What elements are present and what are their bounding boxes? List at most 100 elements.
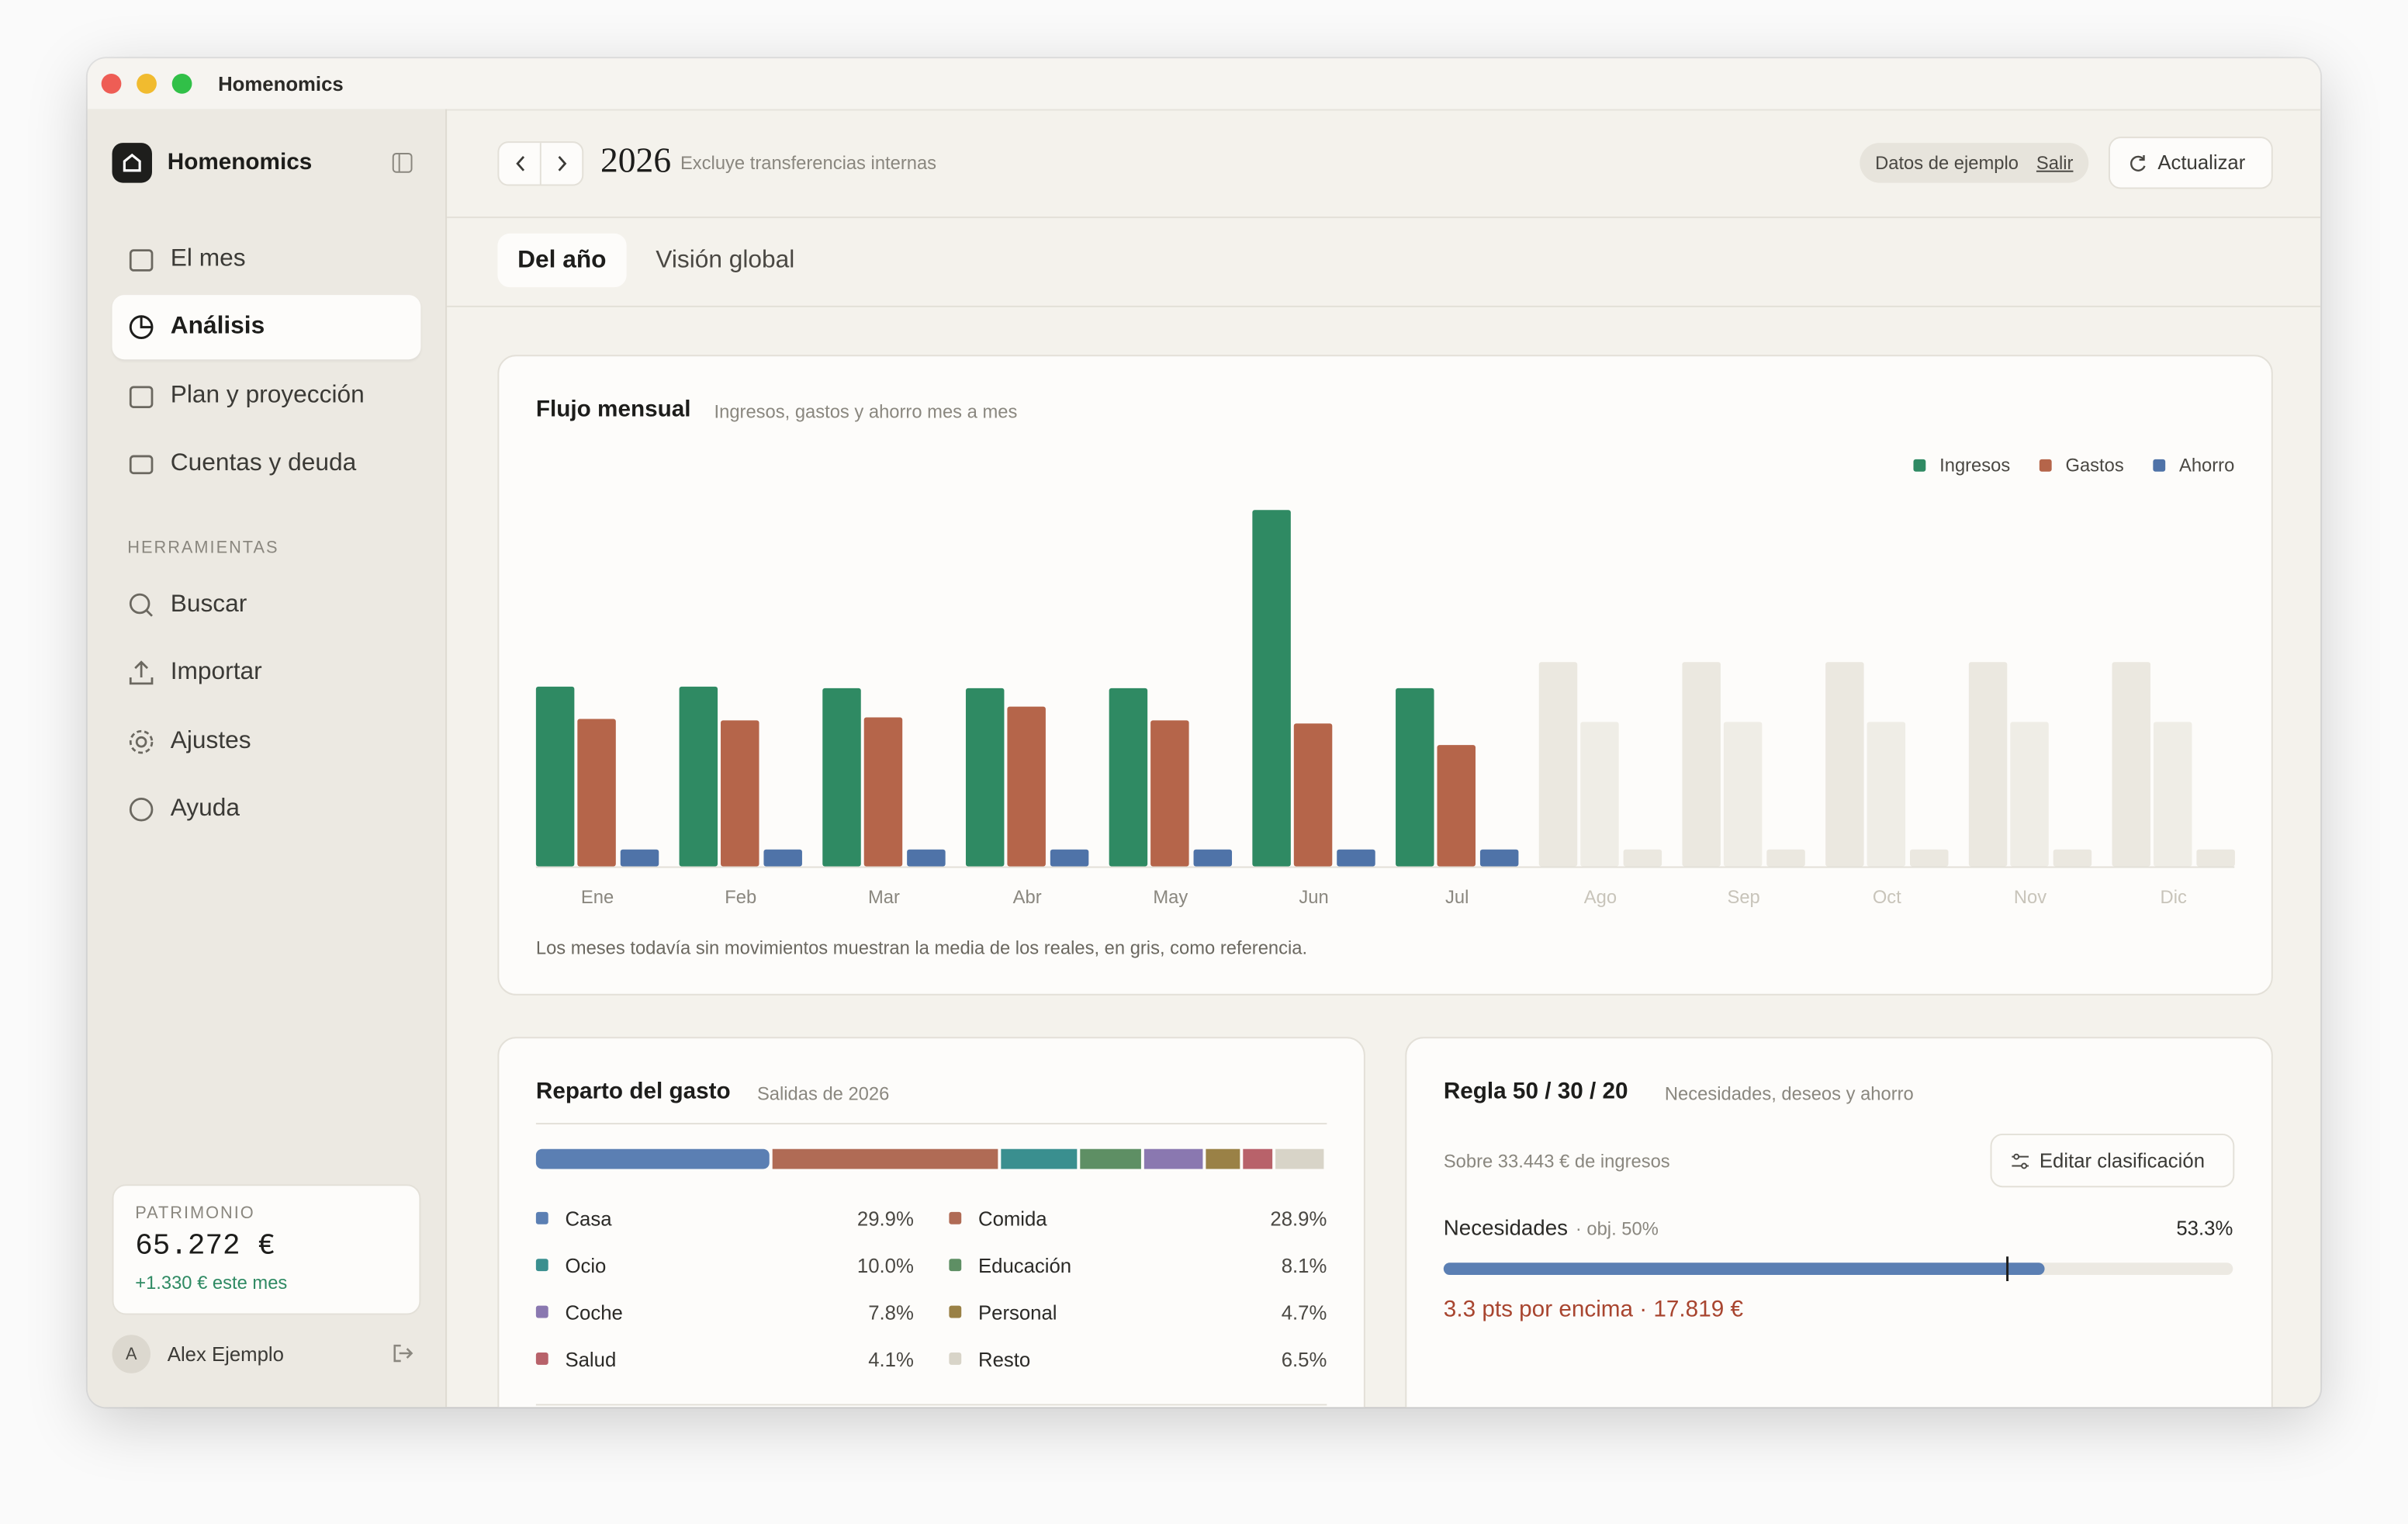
bar [1867,722,1906,867]
bar [1682,662,1721,867]
refresh-label: Actualizar [2157,150,2246,174]
nav-label: Ajustes [170,728,251,754]
legend-label: Gastos [2065,455,2123,476]
collapse-sidebar[interactable] [392,152,413,174]
nav-icon [129,593,153,617]
spending-segment [772,1148,998,1169]
nav-item-active[interactable]: Análisis [112,295,421,360]
next-arrow[interactable] [558,155,567,171]
bar [679,686,718,867]
refresh-button[interactable]: Actualizar [2108,137,2273,189]
rule-bars: Necesidades · obj. 50% 53.3% 3.3 pts por en… [1443,1216,2233,1322]
divider [447,216,2321,219]
flow-card: Flujo mensual Ingresos, gastos y ahorro … [497,355,2273,996]
bar [1252,510,1291,867]
x-tick-label: Oct [1873,887,1901,908]
icon-shape [146,609,153,617]
nav-icon [129,660,154,685]
nav-item[interactable]: Ajustes [112,710,421,774]
row-status: 3.3 pts por encima · 17.819 € [1444,1297,1744,1322]
edit-label: Editar clasificación [2039,1148,2206,1172]
icon-shape [123,153,141,172]
nav-item[interactable]: Buscar [112,573,421,637]
app-window: Homenomics Homenomics El mes Análisis Pl… [87,58,2321,1408]
card-title: Regla 50 / 30 / 20 [1443,1078,1628,1105]
bar [1538,662,1578,867]
category-share: 28.9% [1270,1209,1327,1231]
icon-shape [129,729,154,754]
user-name: Alex Ejemplo [167,1342,284,1366]
icon-shape [129,593,150,615]
bar [1623,849,1662,867]
brand-logo [112,143,152,183]
row-target: · obj. 50% [1576,1219,1659,1240]
spending-card: Reparto del gasto Salidas de 2026 Casa 29… [497,1037,1365,1408]
category-name: Resto [978,1349,1030,1371]
tab-active[interactable]: Del año [497,233,627,288]
nav-icon [129,249,154,272]
close-button[interactable] [101,74,122,94]
bar [1293,723,1333,867]
x-tick-label: Sep [1727,887,1759,908]
legend-swatch [949,1259,962,1272]
spending-segment [1206,1148,1240,1169]
period-arrows[interactable] [499,143,582,185]
icon-shape [393,1344,413,1363]
bar [763,849,802,867]
nav-label: Plan y proyección [170,382,365,409]
category-name: Ocio [565,1256,606,1277]
row-value: 53.3% [2176,1218,2233,1240]
zoom-button[interactable] [171,74,192,94]
icon-shape [129,455,154,475]
category-name: Coche [565,1302,622,1324]
prev-arrow[interactable] [516,155,525,171]
spending-breakdown: Casa 29.9% Comida 28.9% Ocio 10.0% Educación 8.… [535,1148,1327,1371]
nav-item[interactable]: Ayuda [112,778,421,842]
bar [1580,722,1619,867]
net-worth-change: +1.330 € este mes [135,1272,288,1294]
legend-swatch [2153,459,2166,472]
legend-label: Ahorro [2179,455,2234,476]
category-name: Personal [978,1302,1057,1324]
nav-icon [129,455,154,475]
card-subtitle: Salidas de 2026 [756,1082,890,1105]
category-name: Comida [978,1209,1047,1231]
nav-item[interactable]: El mes [112,227,421,292]
x-tick-label: Mar [868,887,900,908]
sample-label: Datos de ejemplo [1875,151,2019,174]
bar [1968,662,2008,867]
icon-shape [129,798,154,822]
bar [1007,706,1046,867]
icon-shape [129,660,154,685]
legend-swatch [949,1353,962,1365]
net-worth-value: 65.272 € [135,1228,275,1263]
x-tick-label: Ago [1584,887,1617,908]
nav-label: Análisis [170,313,265,340]
nav-item[interactable]: Importar [112,640,421,705]
bar [1437,745,1476,867]
tab[interactable]: Visión global [656,247,795,274]
x-tick-label: May [1153,887,1188,908]
nav-label: Ayuda [170,795,240,823]
spending-segment [1001,1148,1078,1169]
brand-name: Homenomics [167,149,313,175]
nav-item[interactable]: Plan y proyección [112,364,421,428]
card-title: Reparto del gasto [535,1078,731,1105]
bar [1825,662,1864,867]
category-share: 4.1% [868,1349,914,1371]
icon-shape [392,152,413,173]
nav-item[interactable]: Cuentas y deuda [112,431,421,496]
bar [2153,722,2192,867]
icon-shape [2130,155,2146,171]
exit-link[interactable]: Salir [2036,151,2074,174]
bar [1109,688,1148,867]
x-tick-label: Jun [1299,887,1328,908]
bar [2196,849,2235,867]
bar [863,717,903,867]
logout-button[interactable] [392,1342,413,1364]
minimize-button[interactable] [137,74,157,94]
edit-button[interactable]: Editar clasificación [1990,1133,2235,1188]
icon-shape [2139,154,2145,161]
category-name: Salud [565,1349,616,1371]
nav-label: Buscar [170,591,247,618]
